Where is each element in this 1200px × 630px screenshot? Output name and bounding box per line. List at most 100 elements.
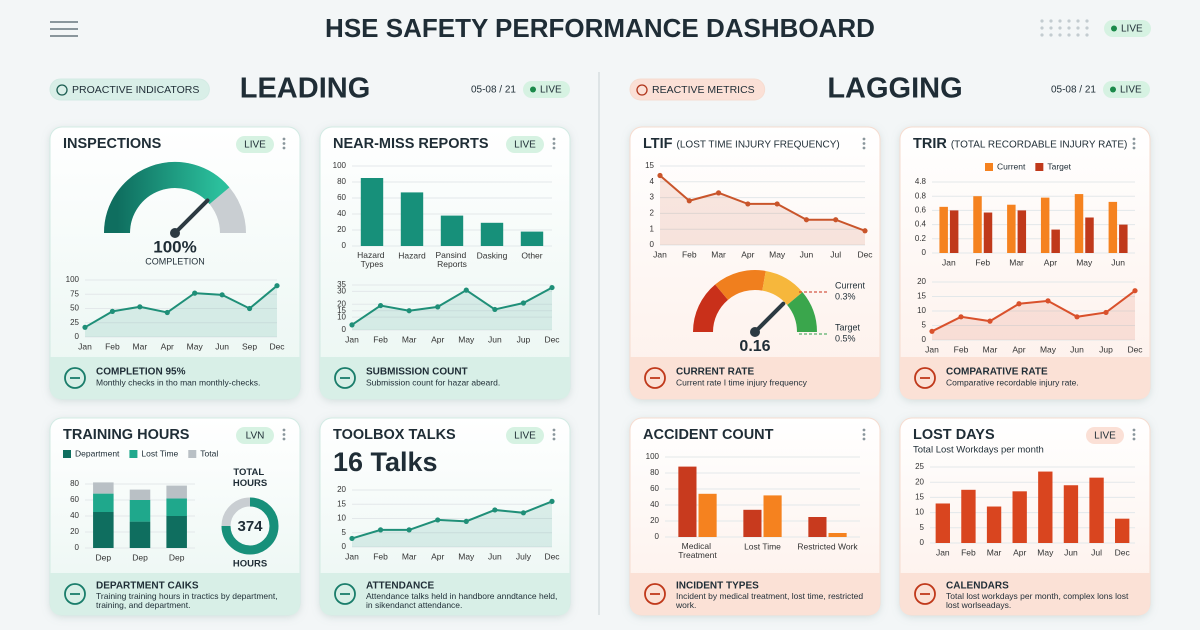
section-date: 05-08 / 21 (471, 85, 516, 96)
donut-value: 374 (237, 518, 263, 535)
panel-title: INSPECTIONS (63, 136, 162, 152)
bar (360, 178, 384, 246)
line-point (715, 190, 722, 196)
panel-menu[interactable] (282, 428, 286, 441)
x-tick-label: July (516, 551, 532, 561)
y-tick-label: 0 (342, 241, 347, 250)
menu-button[interactable] (50, 21, 78, 37)
donut-title: TOTAL HOURS (233, 467, 267, 489)
footer-text: Training training hours in tractics by d… (96, 591, 280, 610)
legend-label: Department (75, 448, 120, 458)
line-point (774, 201, 780, 207)
decor-dot (1049, 19, 1053, 23)
legend-label: Current (997, 161, 1026, 171)
line-point (492, 507, 498, 513)
gauge-label: COMPLETION (145, 256, 205, 266)
bar-segment (129, 521, 151, 548)
line-point (137, 304, 143, 310)
x-tick-label: Jan (345, 551, 359, 561)
x-tick-label: Dasking (477, 250, 508, 260)
panel-menu[interactable] (282, 137, 286, 150)
x-tick-label: Jun (215, 341, 229, 351)
badge (236, 427, 274, 444)
line-point (219, 292, 225, 298)
line-point (377, 302, 384, 309)
y-tick-label: 15 (645, 161, 654, 170)
panel-footer (320, 573, 570, 615)
donut-arc (221, 497, 279, 555)
y-tick-label: 0 (650, 240, 655, 249)
panel-title: LTIF (643, 136, 673, 152)
panel-footer (50, 357, 300, 399)
panel-menu[interactable] (552, 428, 556, 441)
bar (1089, 477, 1104, 543)
badge-label: LIVE (514, 140, 536, 151)
line-point (406, 308, 412, 314)
bar (939, 206, 948, 253)
decor-dot (1085, 19, 1089, 23)
y-tick-label: 4.8 (915, 177, 927, 186)
decor-dot (1085, 33, 1089, 37)
bar-segment (129, 500, 151, 522)
panel-title: NEAR-MISS REPORTS (333, 136, 489, 152)
y-tick-label: 3 (650, 193, 655, 202)
badge-label: LIVE (1120, 85, 1142, 96)
line-point (803, 217, 810, 223)
y-tick-label: 5 (922, 321, 927, 330)
footer-icon (644, 583, 666, 605)
x-tick-label: Jun (1064, 547, 1078, 557)
footer-text: Submission count for hazar abeard. (366, 377, 500, 387)
footer-title: COMPARATIVE RATE (946, 367, 1048, 378)
x-tick-label: May (458, 551, 475, 561)
line-area (932, 290, 1135, 340)
section-heading: LAGGING (827, 73, 962, 105)
line-point (406, 527, 412, 533)
legend-swatch (188, 450, 197, 458)
decor-dot (1058, 33, 1062, 37)
y-tick-label: 30 (337, 287, 346, 296)
decor-dot (1040, 26, 1044, 30)
legend-label: Target (1047, 161, 1071, 171)
panel-menu[interactable] (1132, 137, 1136, 150)
x-tick-label: Apr (1044, 257, 1057, 267)
badge (1086, 427, 1124, 444)
bar (440, 215, 464, 246)
y-tick-label: 20 (917, 277, 926, 286)
line-point (549, 284, 555, 291)
x-tick-label: Dep (132, 552, 148, 562)
line-area (352, 287, 552, 330)
section-tag-icon (56, 84, 68, 96)
y-tick-label: 40 (337, 209, 346, 218)
legend-label: Total (200, 448, 218, 458)
section-tag (629, 78, 766, 101)
bar (400, 192, 424, 246)
y-tick-label: 15 (337, 499, 346, 508)
decor-dot (1085, 26, 1089, 30)
panel-menu[interactable] (862, 428, 866, 441)
footer-title: SUBMISSION COUNT (366, 367, 468, 378)
line-point (109, 308, 116, 314)
x-tick-label: May (458, 334, 475, 344)
bar (480, 222, 504, 246)
panel-menu[interactable] (862, 137, 866, 150)
line-point (192, 290, 198, 296)
footer-title: INCIDENT TYPES (676, 581, 759, 592)
y-tick-label: 1 (650, 224, 655, 233)
gauge-value: 100% (153, 237, 196, 256)
bar (986, 506, 1002, 543)
x-tick-label: Feb (682, 249, 697, 259)
gauge-arc (786, 292, 817, 333)
y-tick-label: 20 (337, 485, 346, 494)
bar (1017, 210, 1027, 253)
panel-menu[interactable] (1132, 428, 1136, 441)
y-tick-label: 15 (337, 306, 346, 315)
panel-menu[interactable] (552, 137, 556, 150)
x-tick-label: Dec (544, 334, 560, 344)
section-tag-icon (636, 84, 648, 96)
y-tick-label: 40 (650, 500, 659, 509)
legend-swatch (1035, 163, 1044, 171)
decor-dot (1049, 33, 1053, 37)
line-point (435, 517, 441, 523)
badge-label: LVN (246, 431, 265, 442)
